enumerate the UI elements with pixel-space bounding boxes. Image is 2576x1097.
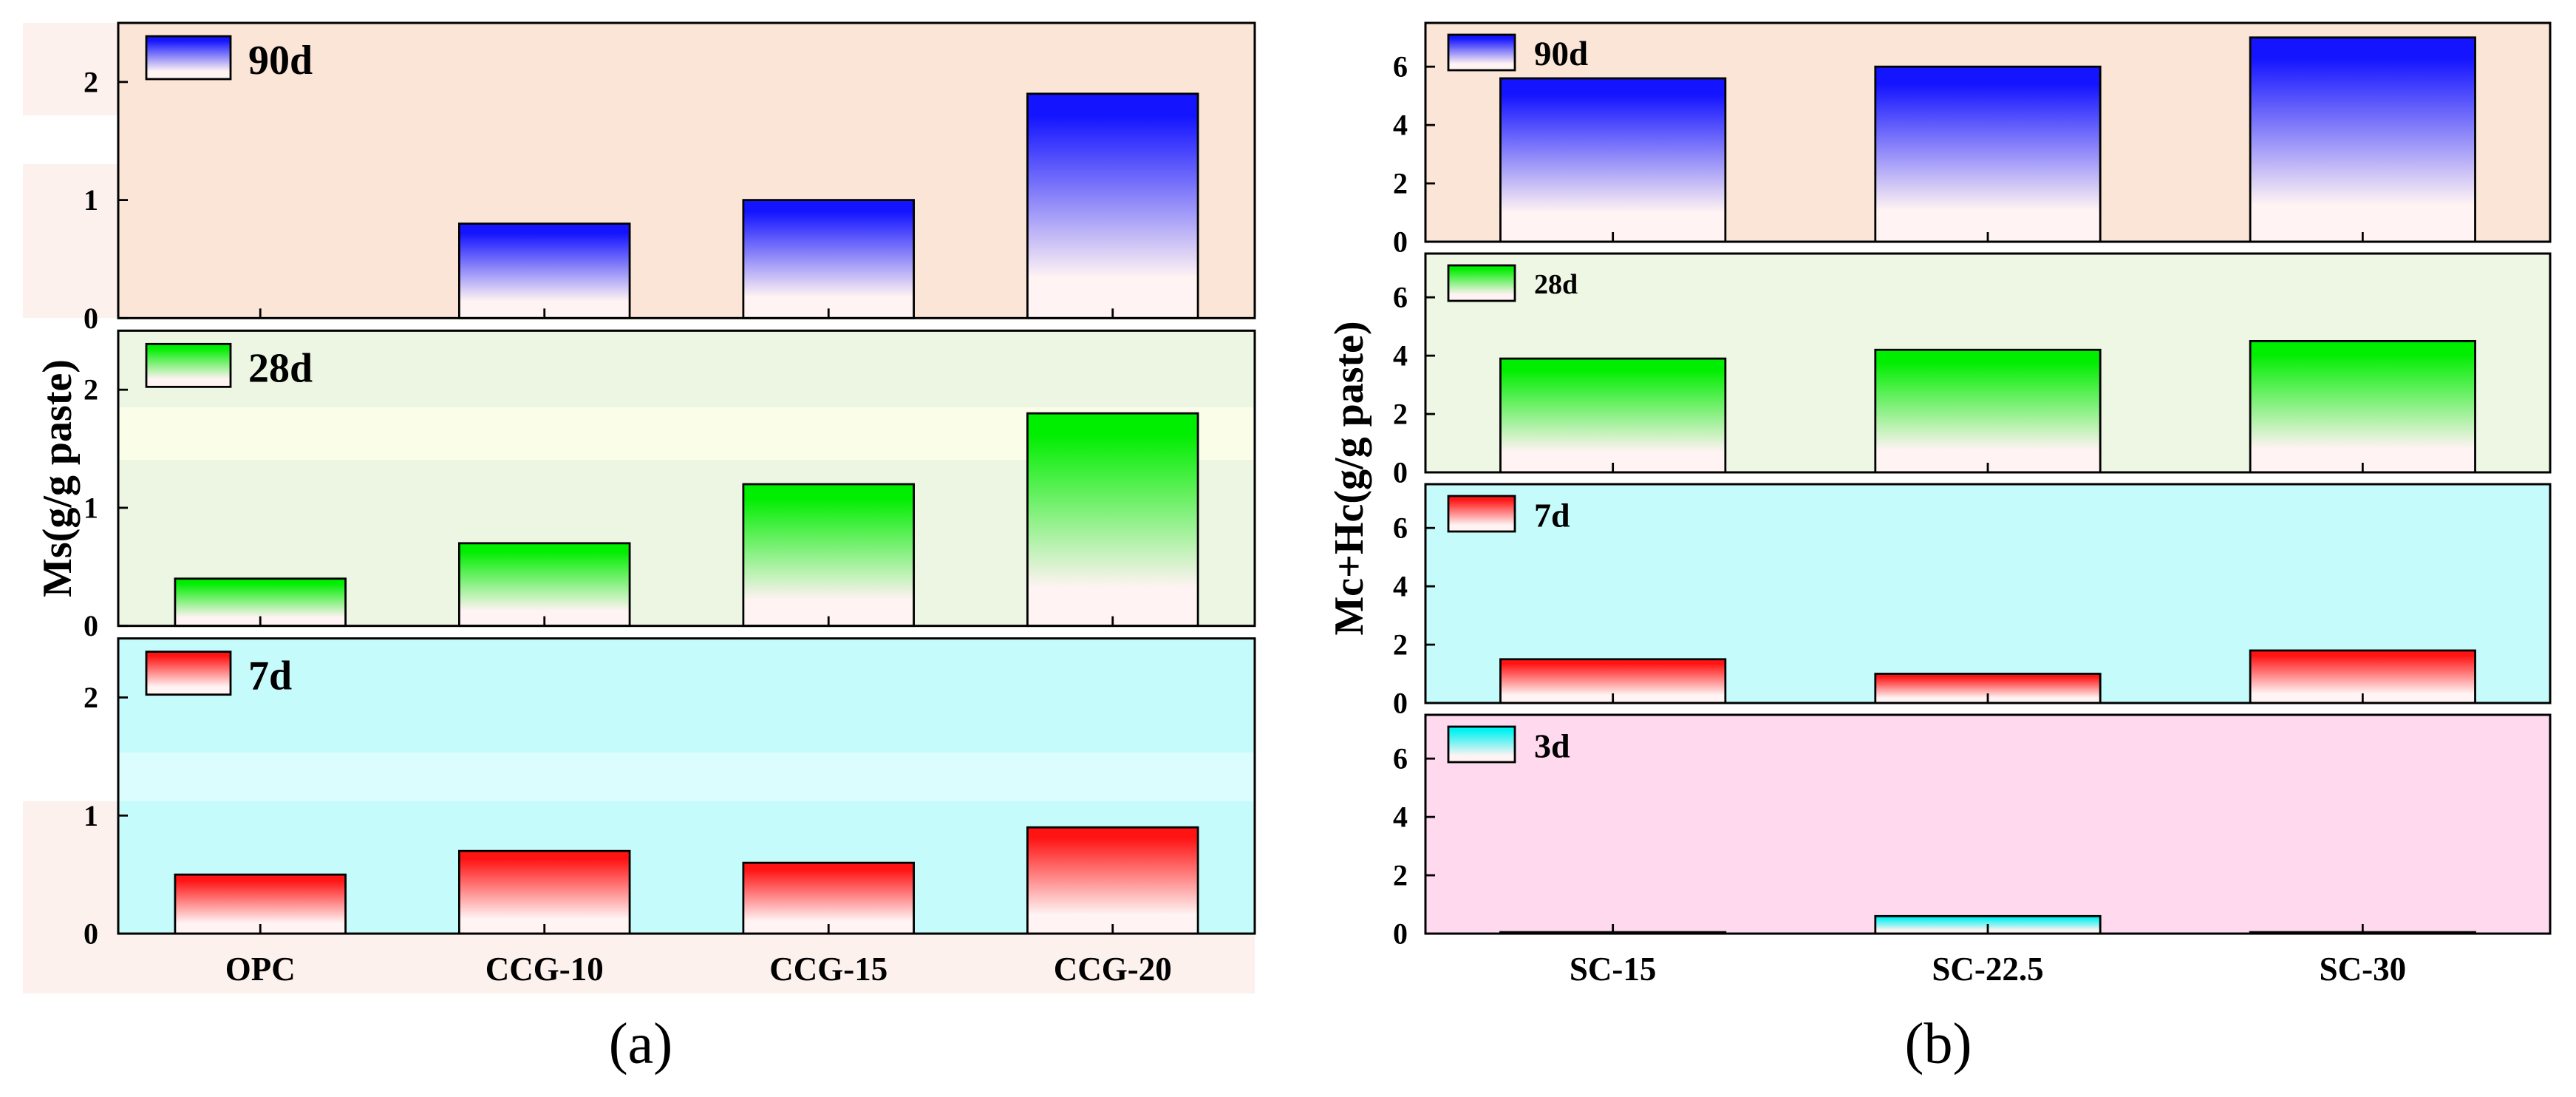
y-tick-label: 6 <box>1393 50 1408 84</box>
bar-ccg-10-90d <box>458 223 631 319</box>
y-tick-label: 2 <box>84 65 98 98</box>
y-tick-label: 1 <box>84 491 98 524</box>
panel-frame-28d <box>1424 252 2552 474</box>
legend-swatch-7d <box>1447 495 1516 533</box>
bar-sc-15-28d <box>1499 357 1727 474</box>
y-axis-label: Ms(g/g paste) <box>35 359 81 597</box>
legend-label-28d: 28d <box>1534 269 1578 300</box>
panel-label: (b) <box>1905 1011 1972 1076</box>
axes-frames <box>117 21 1256 935</box>
x-tick-label-ccg-10: CCG-10 <box>485 951 604 988</box>
y-tick-label: 0 <box>84 609 98 642</box>
panel-frame-7d <box>1424 483 2552 704</box>
x-tick-label-ccg-20: CCG-20 <box>1054 951 1172 988</box>
y-tick-label: 0 <box>1393 456 1408 489</box>
bar-ccg-20-7d <box>1026 826 1199 935</box>
chart-text: 0 1 2 90d 0 1 2 28d 0 1 2 7d OPC CCG-10 CCG-15 CCG-20 Ms… <box>35 38 1172 1076</box>
axes-frames <box>1424 21 2552 935</box>
background-band <box>23 801 118 934</box>
x-tick-label-sc-30: SC-30 <box>2320 951 2407 988</box>
background-band <box>118 753 1255 801</box>
bar-ccg-20-28d <box>1026 412 1199 628</box>
y-tick-label: 4 <box>1393 801 1408 834</box>
background-band <box>23 934 1255 994</box>
y-tick-label: 0 <box>1393 225 1408 259</box>
panel-background-3d <box>1425 715 2550 934</box>
chart-b-mc-hc: 0 2 4 6 90d 0 2 4 6 28d 0 2 4 6 7d 0 2 4 6 3d SC-15 SC-22.5 SC… <box>1326 21 2552 1076</box>
bar-sc-30-90d <box>2249 36 2476 243</box>
bar-sc-30-28d <box>2249 339 2476 474</box>
y-tick-label: 6 <box>1393 281 1408 314</box>
bar-ccg-15-90d <box>742 199 916 319</box>
x-tick-label-sc-15: SC-15 <box>1570 951 1657 988</box>
panel-frame-3d <box>1424 713 2552 935</box>
y-tick-label: 6 <box>1393 512 1408 545</box>
bar-sc-22-5-90d <box>1874 65 2102 243</box>
bar-ccg-10-7d <box>458 849 631 935</box>
bar-opc-7d <box>174 873 347 935</box>
chart-text: 0 2 4 6 90d 0 2 4 6 28d 0 2 4 6 7d 0 2 4 6 3d SC-15 SC-22.5 SC… <box>1326 35 2406 1076</box>
x-tick-label-sc-22-5: SC-22.5 <box>1932 951 2043 988</box>
panel-frame-90d <box>1424 21 2552 243</box>
y-tick-label: 1 <box>84 799 98 832</box>
y-tick-label: 1 <box>84 183 98 217</box>
y-tick-label: 0 <box>1393 917 1408 951</box>
legend-label-3d: 3d <box>1534 727 1570 765</box>
y-axis-label: Mc+Hc(g/g paste) <box>1326 321 1372 635</box>
bar-ccg-10-28d <box>458 542 631 628</box>
legend-swatch-28d <box>145 342 232 388</box>
legend-label-28d: 28d <box>248 345 313 391</box>
chart-a-ms: 0 1 2 90d 0 1 2 28d 0 1 2 7d OPC CCG-10 CCG-15 CCG-20 Ms… <box>23 21 1256 1076</box>
y-tick-label: 0 <box>84 917 98 951</box>
y-tick-label: 6 <box>1393 742 1408 775</box>
legend-swatch-90d <box>1447 33 1516 72</box>
legend-label-90d: 90d <box>248 38 313 84</box>
legend-label-7d: 7d <box>248 653 292 699</box>
y-tick-label: 4 <box>1393 109 1408 142</box>
bars <box>145 35 1199 935</box>
legend-swatch-7d <box>145 651 232 696</box>
legend-swatch-28d <box>1447 264 1516 302</box>
background-bands <box>23 23 1255 994</box>
bar-ccg-15-7d <box>742 861 916 935</box>
y-tick-label: 4 <box>1393 570 1408 603</box>
y-tick-label: 2 <box>84 373 98 407</box>
background-band <box>23 23 118 115</box>
panel-frame-7d <box>117 637 1256 935</box>
legend-label-7d: 7d <box>1534 497 1570 534</box>
x-tick-label-ccg-15: CCG-15 <box>769 951 887 988</box>
legend-swatch-3d <box>1447 725 1516 764</box>
background-band <box>23 164 118 318</box>
bar-sc-22-5-28d <box>1874 348 2102 474</box>
bar-ccg-20-90d <box>1026 92 1199 319</box>
y-tick-label: 4 <box>1393 339 1408 373</box>
x-tick-label-opc: OPC <box>225 951 296 988</box>
bar-ccg-15-28d <box>742 483 916 628</box>
legend-label-90d: 90d <box>1534 35 1588 73</box>
y-tick-label: 2 <box>1393 398 1408 431</box>
y-tick-label: 2 <box>1393 859 1408 892</box>
panel-label: (a) <box>609 1011 673 1076</box>
bar-sc-15-90d <box>1499 77 1727 243</box>
y-tick-label: 0 <box>84 302 98 335</box>
y-tick-label: 2 <box>84 681 98 714</box>
legend-swatch-90d <box>145 35 232 81</box>
y-tick-label: 0 <box>1393 687 1408 720</box>
panel-frame-28d <box>117 329 1256 628</box>
y-tick-label: 2 <box>1393 167 1408 200</box>
y-tick-label: 2 <box>1393 628 1408 662</box>
panel-frame-90d <box>117 21 1256 319</box>
